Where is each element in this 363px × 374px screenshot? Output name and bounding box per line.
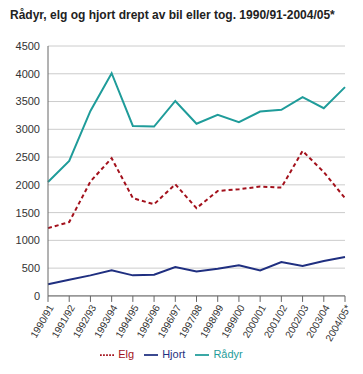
html-text:Rådyr: Rådyr <box>213 347 243 360</box>
svg-text:3500: 3500 <box>16 95 40 107</box>
svg-text:1998/99: 1998/99 <box>198 303 226 340</box>
svg-text:0: 0 <box>34 290 40 302</box>
svg-text:2500: 2500 <box>16 151 40 163</box>
svg-text:1000: 1000 <box>16 234 40 246</box>
svg-text:1999/00: 1999/00 <box>219 303 247 340</box>
svg-text:2001/02: 2001/02 <box>261 303 290 340</box>
svg-text:2000/01: 2000/01 <box>240 303 268 340</box>
svg-text:2000: 2000 <box>16 179 40 191</box>
svg-text:2004/05*: 2004/05* <box>323 303 353 343</box>
svg-text:3000: 3000 <box>16 123 40 135</box>
html-text:Elg: Elg <box>118 347 135 360</box>
svg-text:1997/98: 1997/98 <box>176 303 205 340</box>
svg-text:500: 500 <box>22 262 40 274</box>
svg-text:2003/04: 2003/04 <box>304 303 332 340</box>
svg-text:1995/96: 1995/96 <box>134 303 162 340</box>
svg-text:4000: 4000 <box>16 68 40 80</box>
html-text:Hjort: Hjort <box>162 347 186 360</box>
svg-text:1994/95: 1994/95 <box>113 303 141 340</box>
svg-text:1996/97: 1996/97 <box>155 303 184 340</box>
svg-text:1993/94: 1993/94 <box>91 303 120 340</box>
svg-text:1990/91: 1990/91 <box>28 303 56 340</box>
svg-text:4500: 4500 <box>16 40 40 52</box>
svg-text:2002/03: 2002/03 <box>282 303 311 340</box>
svg-text:1991/92: 1991/92 <box>49 303 78 340</box>
svg-text:1992/93: 1992/93 <box>70 303 99 340</box>
html-text:Rådyr, elg og hjort drept av b: Rådyr, elg og hjort drept av bil eller t… <box>10 8 335 22</box>
svg-text:1500: 1500 <box>16 207 40 219</box>
